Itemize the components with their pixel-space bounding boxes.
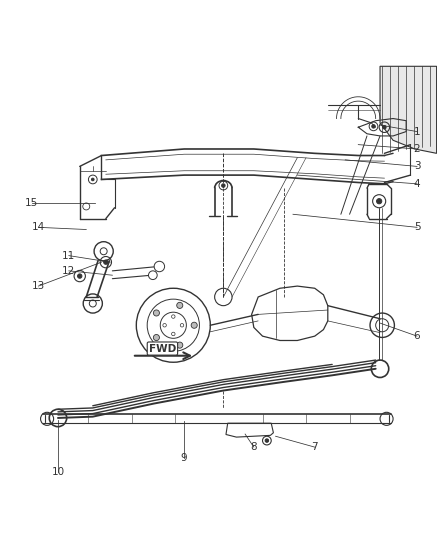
Text: 13: 13 bbox=[32, 281, 45, 291]
Text: 15: 15 bbox=[25, 198, 39, 208]
Text: 10: 10 bbox=[51, 467, 64, 477]
Circle shape bbox=[177, 342, 183, 348]
Circle shape bbox=[191, 322, 197, 328]
Text: 5: 5 bbox=[414, 222, 420, 232]
Circle shape bbox=[104, 260, 108, 264]
Text: 6: 6 bbox=[414, 331, 420, 341]
Text: 11: 11 bbox=[62, 251, 75, 261]
Text: 4: 4 bbox=[414, 179, 420, 189]
Text: 1: 1 bbox=[414, 126, 420, 136]
Text: 3: 3 bbox=[414, 161, 420, 172]
Circle shape bbox=[222, 184, 225, 187]
Text: 8: 8 bbox=[251, 442, 257, 452]
Text: 9: 9 bbox=[181, 453, 187, 463]
Circle shape bbox=[265, 439, 268, 442]
Polygon shape bbox=[380, 66, 437, 154]
Circle shape bbox=[383, 125, 386, 129]
Text: 2: 2 bbox=[414, 144, 420, 154]
Circle shape bbox=[372, 125, 375, 128]
Circle shape bbox=[154, 261, 165, 272]
Circle shape bbox=[153, 335, 159, 341]
Text: FWD: FWD bbox=[149, 344, 176, 353]
Circle shape bbox=[377, 199, 382, 204]
Circle shape bbox=[78, 274, 82, 278]
Circle shape bbox=[177, 302, 183, 309]
Text: 14: 14 bbox=[32, 222, 45, 232]
Circle shape bbox=[148, 271, 157, 279]
Circle shape bbox=[92, 178, 94, 181]
Text: 12: 12 bbox=[62, 266, 75, 276]
Text: 7: 7 bbox=[311, 442, 318, 452]
Circle shape bbox=[153, 310, 159, 316]
